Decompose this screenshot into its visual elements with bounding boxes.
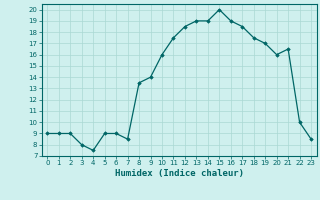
X-axis label: Humidex (Indice chaleur): Humidex (Indice chaleur) [115,169,244,178]
